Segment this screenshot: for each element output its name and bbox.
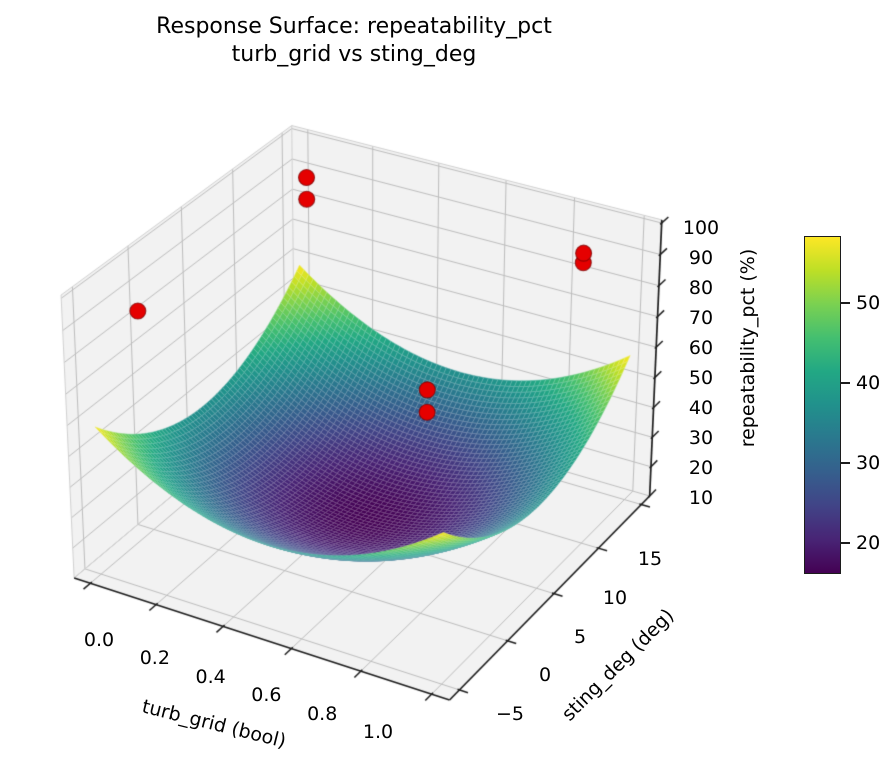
x-tick-label: 0.8 <box>307 702 338 725</box>
y-tick-label: 10 <box>602 586 628 609</box>
colorbar-tick-mark <box>841 382 850 385</box>
z-tick-label: 80 <box>688 276 714 299</box>
z-tick-label: 70 <box>688 306 714 329</box>
y-tick-label: 5 <box>573 625 587 648</box>
y-tick-label: 15 <box>637 548 663 570</box>
z-tick-label: 60 <box>688 336 714 359</box>
colorbar-tick-mark <box>841 302 850 305</box>
z-axis-label: repeatability_pct (%) <box>737 248 759 448</box>
chart-title: Response Surface: repeatability_pct turb… <box>156 13 552 69</box>
y-tick-label: 0 <box>538 664 552 687</box>
z-tick-label: 30 <box>688 426 714 449</box>
chart-title-line1: Response Surface: repeatability_pct <box>156 14 552 39</box>
colorbar-tick-mark <box>841 461 850 464</box>
colorbar-tick-label: 40 <box>856 372 881 395</box>
colorbar-tick-label: 30 <box>856 451 881 474</box>
x-tick-label: 0.6 <box>251 684 282 707</box>
x-tick-label: 0.0 <box>83 629 115 651</box>
z-tick-label: 40 <box>688 396 714 419</box>
colorbar <box>804 236 841 574</box>
colorbar-tick-label: 50 <box>856 292 881 315</box>
x-tick-label: 1.0 <box>362 721 394 743</box>
z-tick-label: 20 <box>688 456 714 479</box>
z-tick-label: 10 <box>688 486 714 509</box>
colorbar-tick-mark <box>841 541 850 544</box>
x-tick-label: 0.2 <box>139 647 170 670</box>
chart-title-line2: turb_grid vs sting_deg <box>231 42 477 67</box>
colorbar-tick-label: 20 <box>856 531 881 554</box>
y-tick-label: −5 <box>495 703 525 725</box>
z-tick-label: 100 <box>682 216 720 239</box>
x-tick-label: 0.4 <box>195 665 226 688</box>
z-tick-label: 50 <box>688 366 714 389</box>
z-tick-label: 90 <box>688 246 714 269</box>
